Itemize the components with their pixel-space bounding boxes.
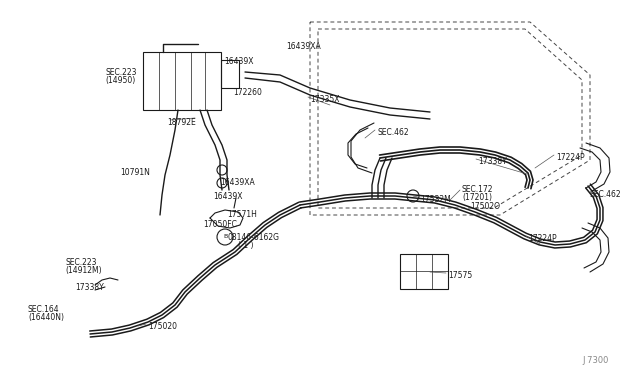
Text: 16439XA: 16439XA xyxy=(220,178,255,187)
Text: 17571H: 17571H xyxy=(227,210,257,219)
Text: 16439XA: 16439XA xyxy=(286,42,321,51)
Text: B: B xyxy=(223,234,227,240)
Text: 17532M: 17532M xyxy=(420,195,451,204)
Text: (17201): (17201) xyxy=(462,193,492,202)
Text: (14950): (14950) xyxy=(105,76,135,85)
Text: SEC.462: SEC.462 xyxy=(590,190,621,199)
Text: SEC.223: SEC.223 xyxy=(65,258,97,267)
Text: 17335X: 17335X xyxy=(310,95,339,104)
Text: ( 1 ): ( 1 ) xyxy=(238,241,253,250)
Text: 17575: 17575 xyxy=(448,271,472,280)
Text: 175020: 175020 xyxy=(148,322,177,331)
Text: 17050FC: 17050FC xyxy=(203,220,237,229)
Bar xyxy=(400,254,448,289)
Text: 17502O: 17502O xyxy=(470,202,500,211)
Text: (14912M): (14912M) xyxy=(65,266,102,275)
Text: 18792E: 18792E xyxy=(167,118,196,127)
Text: SEC.172: SEC.172 xyxy=(462,185,493,194)
Text: J 7300: J 7300 xyxy=(582,356,609,365)
Text: SEC.223: SEC.223 xyxy=(105,68,136,77)
Text: 16439X: 16439X xyxy=(224,57,253,66)
Text: 08146-6162G: 08146-6162G xyxy=(228,233,280,242)
Text: 10791N: 10791N xyxy=(120,168,150,177)
Text: SEC.462: SEC.462 xyxy=(377,128,408,137)
Text: (16440N): (16440N) xyxy=(28,313,64,322)
Text: 17338Y: 17338Y xyxy=(75,283,104,292)
Bar xyxy=(143,52,221,110)
Text: 16439X: 16439X xyxy=(213,192,243,201)
Text: 17224P: 17224P xyxy=(556,153,584,162)
Text: 172260: 172260 xyxy=(233,88,262,97)
Text: 17338Y: 17338Y xyxy=(478,157,507,166)
Text: SEC.164: SEC.164 xyxy=(28,305,60,314)
Text: 17224P: 17224P xyxy=(528,234,557,243)
